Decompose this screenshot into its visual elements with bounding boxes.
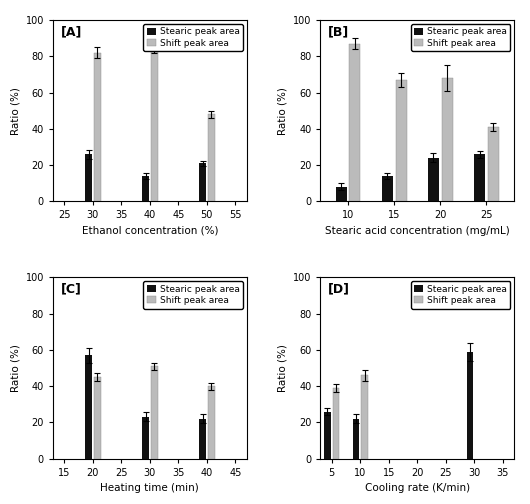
Y-axis label: Ratio (%): Ratio (%) <box>10 87 20 135</box>
Text: [C]: [C] <box>61 283 82 296</box>
Bar <box>441 78 453 202</box>
Bar <box>94 377 101 459</box>
Bar <box>488 127 499 202</box>
Bar <box>395 80 407 202</box>
X-axis label: Stearic acid concentration (mg/mL): Stearic acid concentration (mg/mL) <box>325 226 510 236</box>
Bar <box>474 154 485 202</box>
Bar <box>94 53 101 202</box>
Text: [A]: [A] <box>61 26 82 39</box>
Bar <box>466 352 473 459</box>
Bar <box>324 412 331 459</box>
Y-axis label: Ratio (%): Ratio (%) <box>277 344 287 392</box>
Bar <box>335 187 347 202</box>
Bar <box>151 366 157 459</box>
Bar <box>208 114 215 202</box>
Bar <box>361 375 368 459</box>
Bar <box>382 176 393 202</box>
Bar <box>333 388 339 459</box>
Bar <box>85 355 92 459</box>
Bar <box>199 163 206 202</box>
X-axis label: Cooling rate (K/min): Cooling rate (K/min) <box>365 483 470 493</box>
Legend: Stearic peak area, Shift peak area: Stearic peak area, Shift peak area <box>411 24 510 51</box>
Text: [B]: [B] <box>328 26 349 39</box>
Bar <box>349 44 360 202</box>
X-axis label: Heating time (min): Heating time (min) <box>101 483 199 493</box>
Bar <box>142 417 149 459</box>
Legend: Stearic peak area, Shift peak area: Stearic peak area, Shift peak area <box>144 281 243 308</box>
Legend: Stearic peak area, Shift peak area: Stearic peak area, Shift peak area <box>411 281 510 308</box>
Bar <box>352 419 359 459</box>
Y-axis label: Ratio (%): Ratio (%) <box>10 344 20 392</box>
Bar <box>85 154 92 202</box>
X-axis label: Ethanol concentration (%): Ethanol concentration (%) <box>82 226 218 236</box>
Bar <box>208 386 215 459</box>
Bar <box>199 419 206 459</box>
Legend: Stearic peak area, Shift peak area: Stearic peak area, Shift peak area <box>144 24 243 51</box>
Bar <box>151 47 157 202</box>
Text: [D]: [D] <box>328 283 350 296</box>
Bar <box>142 176 149 202</box>
Bar <box>428 158 439 202</box>
Y-axis label: Ratio (%): Ratio (%) <box>277 87 287 135</box>
